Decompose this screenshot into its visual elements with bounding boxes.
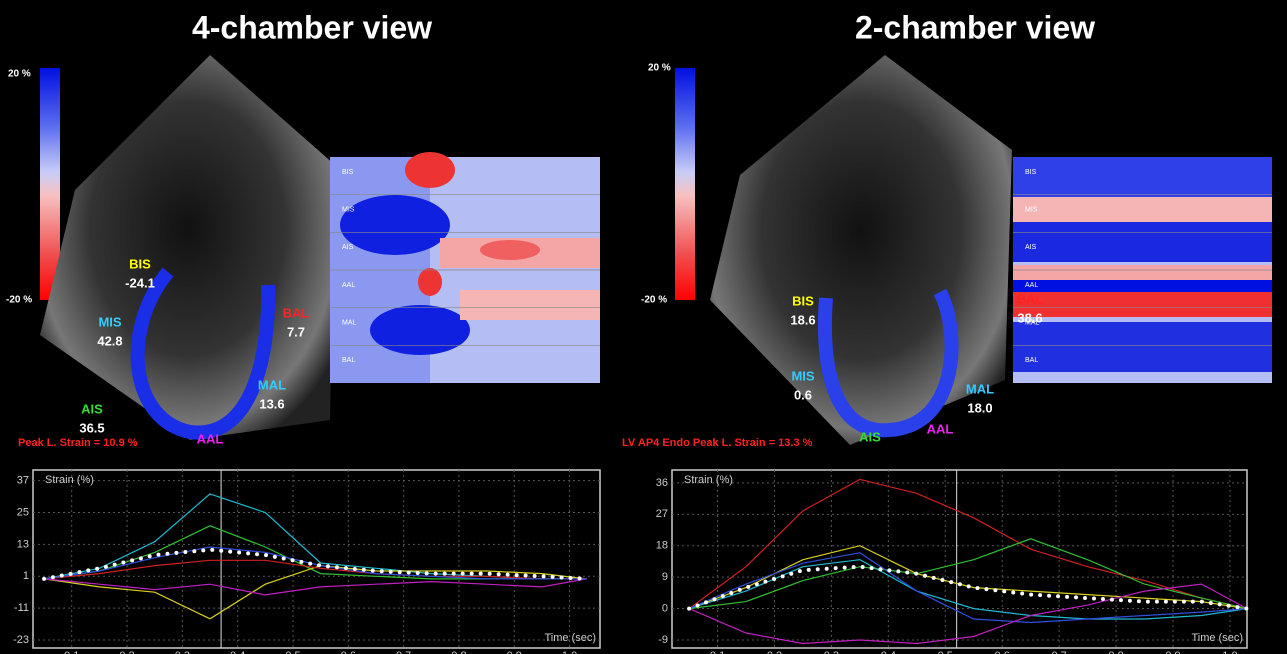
x-tick-label: 0.9 — [507, 650, 522, 654]
x-axis-label: Time (sec) — [1191, 632, 1243, 644]
segment-label: AIS — [859, 429, 881, 444]
x-tick-label: 1.0 — [1222, 650, 1237, 654]
y-tick-label: 25 — [17, 506, 29, 518]
y-axis-label: Strain (%) — [684, 474, 733, 486]
segment-label: MIS — [791, 368, 814, 383]
map-row-label: BIS — [1025, 169, 1037, 176]
segment-value: 18.6 — [790, 312, 815, 327]
map-row-label: AAL — [342, 282, 355, 289]
x-tick-label: 0.6 — [341, 650, 356, 654]
y-tick-label: -9 — [658, 634, 668, 646]
segment-value: 18.0 — [967, 400, 992, 415]
panel-title: 2-chamber view — [855, 9, 1095, 45]
y-tick-label: 1 — [23, 570, 29, 582]
color-bar-min: -20 % — [641, 295, 667, 306]
map-row-label: BIS — [342, 169, 354, 176]
y-tick-label: 9 — [662, 571, 668, 583]
segment-value: 13.6 — [259, 396, 284, 411]
echo-image — [40, 55, 335, 440]
panel-title: 4-chamber view — [192, 9, 432, 45]
map-row-label: MAL — [342, 320, 357, 327]
segment-label: BIS — [792, 293, 814, 308]
x-tick-label: 0.2 — [767, 650, 782, 654]
x-tick-label: 0.9 — [1165, 650, 1180, 654]
y-tick-label: 27 — [656, 508, 668, 520]
y-tick-label: 37 — [17, 475, 29, 487]
segment-value: 0.6 — [794, 387, 812, 402]
peak-strain: LV AP4 Endo Peak L. Strain = 13.3 % — [622, 437, 813, 449]
x-axis-label: Time (sec) — [544, 632, 596, 644]
map-row-label: AIS — [342, 244, 354, 251]
y-tick-label: -11 — [14, 602, 29, 614]
map-row-label: AIS — [1025, 244, 1037, 251]
segment-value: 42.8 — [97, 333, 122, 348]
peak-strain: Peak L. Strain = 10.9 % — [18, 437, 138, 449]
map-row-label: BAL — [1025, 357, 1038, 364]
strain-map — [330, 152, 600, 383]
x-tick-label: 0.1 — [64, 650, 79, 654]
x-tick-label: 1.0 — [562, 650, 577, 654]
x-tick-label: 0.5 — [285, 650, 300, 654]
segment-value: 7.7 — [287, 324, 305, 339]
segment-value: -24.1 — [125, 275, 155, 290]
color-bar-min: -20 % — [6, 295, 32, 306]
x-tick-label: 0.2 — [119, 650, 134, 654]
x-tick-label: 0.4 — [230, 650, 245, 654]
segment-label: BIS — [129, 256, 151, 271]
chart-frame — [672, 470, 1247, 648]
y-tick-label: 0 — [662, 602, 668, 614]
x-tick-label: 0.7 — [1051, 650, 1066, 654]
y-tick-label: -23 — [13, 634, 29, 646]
y-axis-label: Strain (%) — [45, 474, 94, 486]
map-row-label: AAL — [1025, 282, 1038, 289]
x-tick-label: 0.5 — [938, 650, 953, 654]
segment-value: 36.5 — [79, 420, 104, 435]
y-tick-label: 18 — [656, 540, 668, 552]
x-tick-label: 0.4 — [881, 650, 896, 654]
segment-label: AIS — [81, 401, 103, 416]
color-bar-max: 20 % — [8, 69, 31, 80]
x-tick-label: 0.6 — [995, 650, 1010, 654]
segment-label: AAL — [197, 431, 224, 446]
x-tick-label: 0.3 — [824, 650, 839, 654]
color-bar-max: 20 % — [648, 63, 671, 74]
segment-label: MAL — [966, 381, 994, 396]
y-tick-label: 36 — [656, 477, 668, 489]
segment-label: MIS — [98, 314, 121, 329]
screenshot: 4-chamber view 20 % -20 % 2-chamber view… — [0, 0, 1287, 654]
x-tick-label: 0.7 — [396, 650, 411, 654]
x-tick-label: 0.8 — [1108, 650, 1123, 654]
color-bar — [675, 68, 695, 300]
segment-label: AAL — [927, 421, 954, 436]
x-tick-label: 0.3 — [175, 650, 190, 654]
map-row-label: MAL — [1025, 320, 1040, 327]
segment-label: MAL — [258, 377, 286, 392]
segment-label: BAL — [1017, 291, 1044, 306]
map-row-label: MIS — [1025, 207, 1038, 214]
map-row-label: BAL — [342, 357, 355, 364]
x-tick-label: 0.8 — [451, 650, 466, 654]
x-tick-label: 0.1 — [710, 650, 725, 654]
y-tick-label: 13 — [17, 538, 29, 550]
segment-label: BAL — [283, 305, 310, 320]
map-row-label: MIS — [342, 207, 355, 214]
